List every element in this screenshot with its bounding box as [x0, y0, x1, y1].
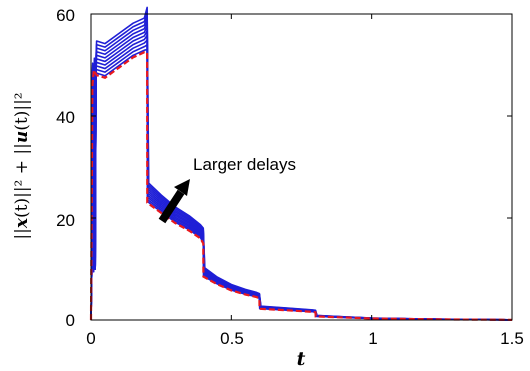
series-line [90, 39, 513, 321]
y-axis-label-part: (t) [12, 111, 32, 131]
series-line [90, 6, 513, 321]
annotation-arrow [158, 179, 190, 224]
series-line [90, 30, 513, 321]
x-axis-label: t [297, 348, 306, 370]
y-axis-label-part: ||² + || [12, 143, 32, 198]
y-axis-label-var: x [12, 217, 32, 229]
x-tick-label: 0.5 [220, 329, 244, 348]
y-axis-label-part: (t) [12, 198, 32, 218]
plot-area [89, 6, 513, 321]
y-axis-label: ||x(t)||² + ||u(t)||² [12, 92, 32, 239]
series-line [90, 20, 513, 321]
series-line-baseline [89, 51, 513, 321]
series-line [90, 34, 513, 321]
y-tick-label: 40 [56, 108, 75, 127]
ticks-group [90, 13, 513, 321]
axes-frame [90, 13, 513, 321]
y-axis-label-var: u [12, 131, 32, 143]
y-tick-label: 0 [66, 311, 75, 330]
series-line [90, 15, 513, 321]
x-tick-label: 1 [368, 329, 377, 348]
y-tick-label: 20 [56, 211, 75, 230]
x-tick-label: 1.5 [500, 329, 524, 348]
series-line [90, 48, 513, 321]
y-axis-label-part: ||² [12, 92, 32, 110]
y-axis-label-part: || [12, 228, 32, 239]
series-line [90, 11, 513, 321]
x-tick-label: 0 [86, 329, 95, 348]
annotation-text: Larger delays [193, 155, 296, 174]
series-line [90, 25, 513, 321]
series-group [89, 6, 513, 321]
series-line [90, 44, 513, 321]
y-tick-label: 60 [56, 6, 75, 25]
